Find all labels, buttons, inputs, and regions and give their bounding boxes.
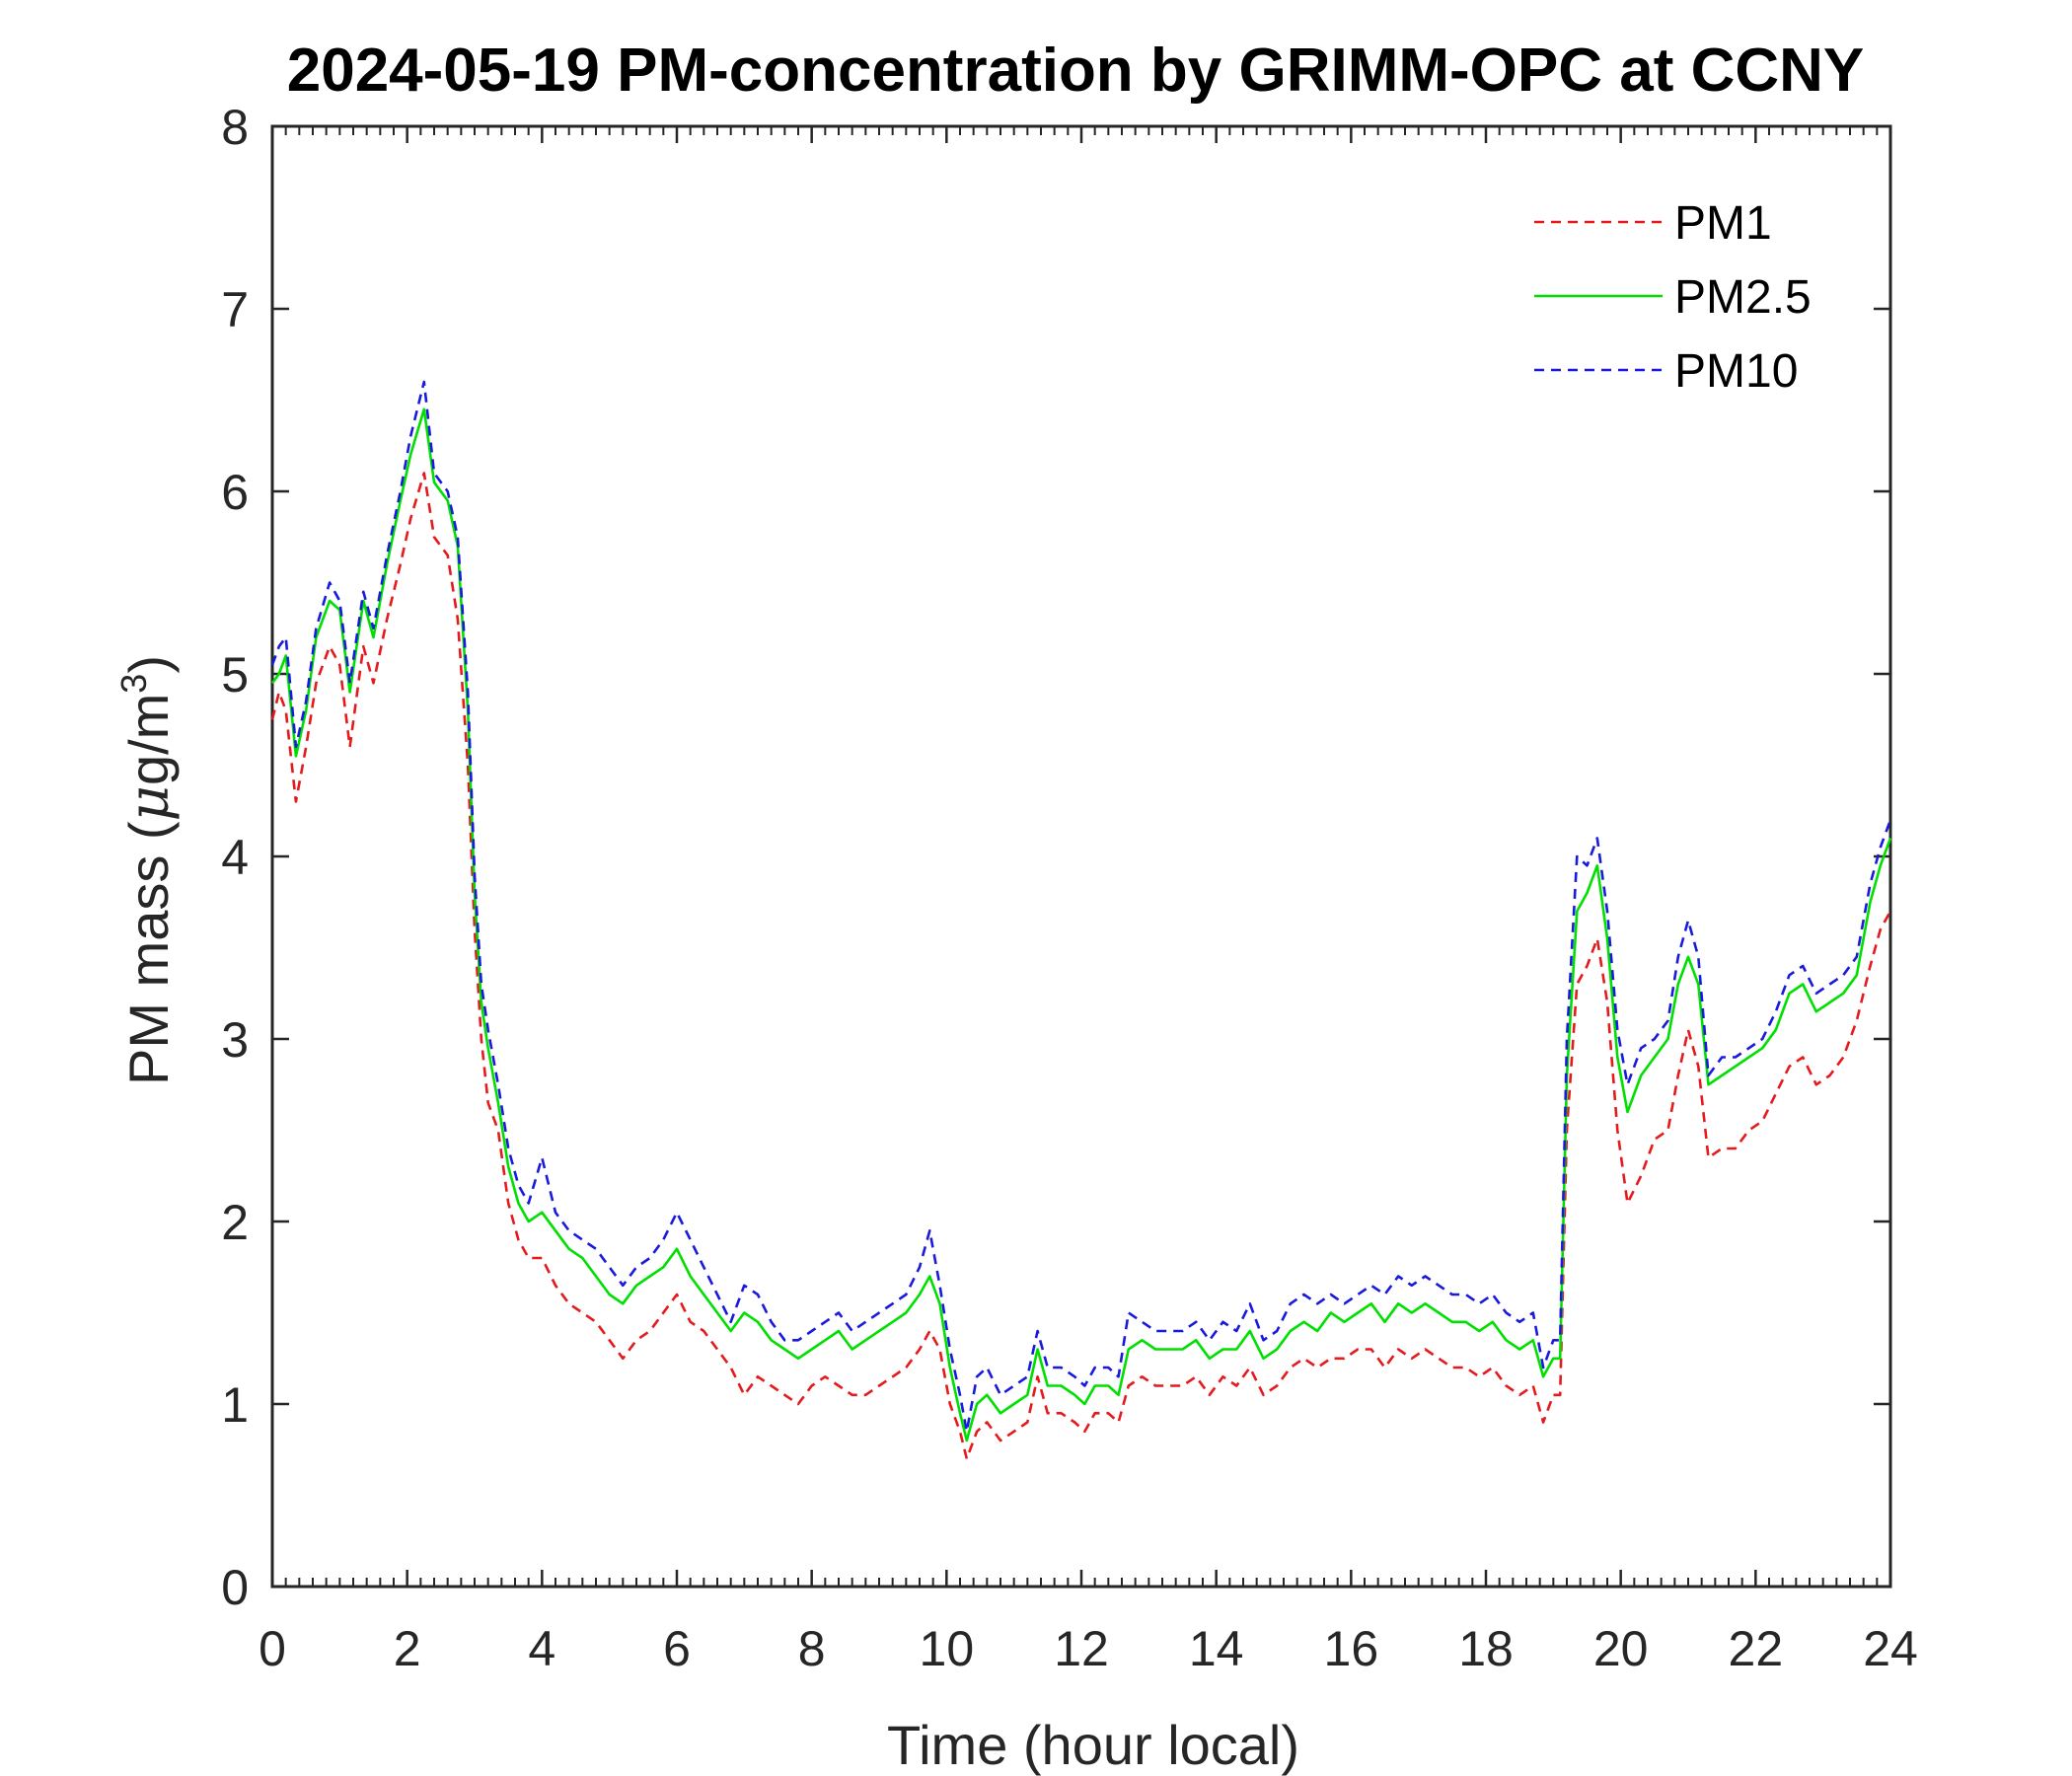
series-line-pm1: [270, 472, 1892, 1460]
plot-area: [270, 124, 1892, 1589]
series-line-pm10: [270, 380, 1892, 1434]
x-tick-label: 2: [394, 1621, 421, 1676]
y-tick-label: 4: [221, 830, 249, 885]
x-tick-label: 16: [1324, 1621, 1379, 1676]
x-tick-label: 6: [663, 1621, 691, 1676]
legend-label-pm10: PM10: [1674, 345, 1798, 398]
x-tick-label: 12: [1054, 1621, 1109, 1676]
y-tick-label: 0: [221, 1560, 249, 1615]
y-tick-label: 3: [221, 1012, 249, 1068]
x-tick-label: 18: [1458, 1621, 1514, 1676]
y-tick-label: 7: [221, 282, 249, 337]
x-tick-label: 8: [798, 1621, 826, 1676]
series-line-pm25: [270, 407, 1892, 1443]
y-tick-label: 1: [221, 1377, 249, 1433]
y-axis-label-suffix: ): [117, 655, 180, 674]
series-lines: [270, 380, 1892, 1460]
x-tick-label: 14: [1189, 1621, 1244, 1676]
x-tick-label: 22: [1729, 1621, 1784, 1676]
x-tick-label: 24: [1863, 1621, 1918, 1676]
y-axis-label-unit: g/m: [117, 694, 180, 785]
x-tick-label: 0: [259, 1621, 286, 1676]
x-tick-label: 10: [920, 1621, 975, 1676]
legend-label-pm1: PM1: [1674, 197, 1772, 250]
legend: PM1 PM2.5 PM10: [1534, 197, 1812, 398]
y-tick-label: 6: [221, 465, 249, 520]
legend-label-pm25: PM2.5: [1674, 271, 1812, 324]
y-tick-label: 8: [221, 100, 249, 155]
y-axis-label-prefix: PM mass (: [117, 821, 180, 1085]
chart-title: 2024-05-19 PM-concentration by GRIMM-OPC…: [287, 37, 1865, 105]
y-axis-label-mu: μ: [117, 785, 182, 821]
x-tick-labels: 0 2 4 6 8 10 12 14 16 18 20 22 24: [259, 1621, 1918, 1676]
x-tick-label: 4: [528, 1621, 555, 1676]
y-tick-label: 2: [221, 1195, 249, 1250]
minor-ticks: [284, 126, 1879, 1587]
y-axis-label-superscript: 3: [113, 674, 154, 694]
major-ticks: [270, 124, 1892, 1589]
y-tick-labels: 0 1 2 3 4 5 6 7 8: [221, 100, 249, 1615]
y-tick-label: 5: [221, 647, 249, 703]
x-tick-label: 20: [1593, 1621, 1649, 1676]
y-axis-label: PM mass (μg/m3): [113, 655, 182, 1085]
x-axis-label: Time (hour local): [887, 1714, 1299, 1776]
